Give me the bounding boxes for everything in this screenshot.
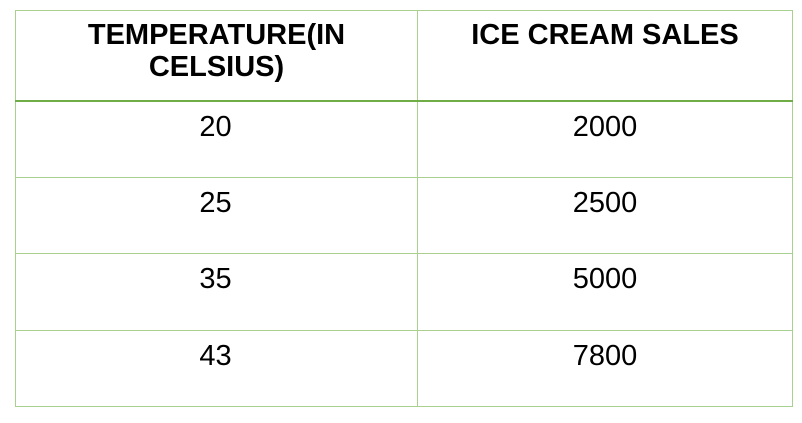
table-body: 20 2000 25 2500 35 5000 43 7800 xyxy=(15,100,793,407)
temperature-sales-table: TEMPERATURE(IN CELSIUS) ICE CREAM SALES … xyxy=(15,10,793,407)
cell-temperature: 25 xyxy=(15,176,418,254)
header-row: TEMPERATURE(IN CELSIUS) ICE CREAM SALES xyxy=(15,10,793,102)
cell-temperature: 35 xyxy=(15,253,418,331)
table-row: 25 2500 xyxy=(15,176,793,254)
table-header: TEMPERATURE(IN CELSIUS) ICE CREAM SALES xyxy=(15,10,793,102)
table-row: 35 5000 xyxy=(15,253,793,331)
table-row: 20 2000 xyxy=(15,100,793,178)
cell-ice-cream-sales: 2500 xyxy=(417,176,793,254)
cell-temperature: 20 xyxy=(15,100,418,178)
cell-ice-cream-sales: 5000 xyxy=(417,253,793,331)
header-temperature: TEMPERATURE(IN CELSIUS) xyxy=(15,10,418,102)
header-ice-cream-sales: ICE CREAM SALES xyxy=(417,10,793,102)
cell-ice-cream-sales: 7800 xyxy=(417,329,793,407)
cell-ice-cream-sales: 2000 xyxy=(417,100,793,178)
cell-temperature: 43 xyxy=(15,329,418,407)
table-row: 43 7800 xyxy=(15,329,793,407)
